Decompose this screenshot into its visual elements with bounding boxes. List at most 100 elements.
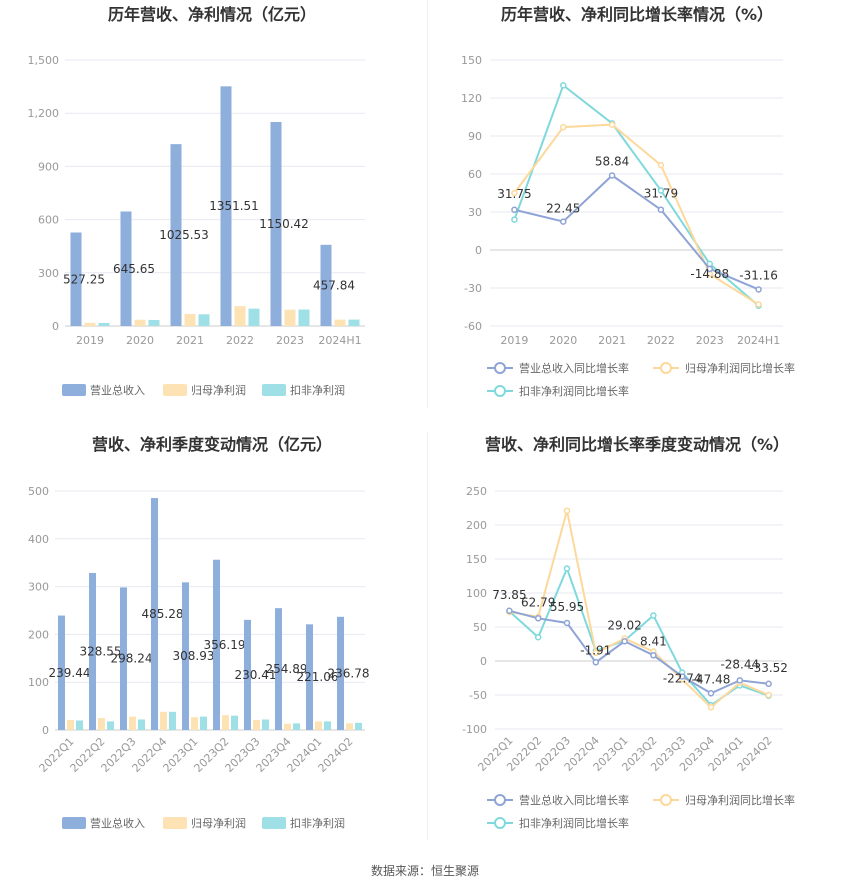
bar-parent-profit [184, 313, 196, 326]
x-tick-label: 2024Q2 [316, 735, 356, 775]
y-tick-label: 120 [461, 92, 482, 105]
bar-revenue [151, 498, 158, 730]
bar-revenue [275, 608, 282, 730]
data-label: 8.41 [640, 634, 667, 648]
data-point [765, 680, 772, 688]
x-tick-label: 2020 [126, 334, 154, 347]
data-label: 239.44 [49, 666, 91, 680]
data-label: 527.25 [63, 272, 105, 286]
chart-title: 历年营收、净利情况（亿元） [108, 5, 316, 24]
bar-deducted-profit [76, 720, 83, 730]
data-point [736, 677, 744, 684]
x-tick-label: 2020 [549, 334, 577, 347]
bar-parent-profit [84, 322, 96, 326]
series-line-parent-profit [509, 510, 769, 709]
data-label: 62.79 [521, 595, 555, 609]
data-label: 55.95 [550, 600, 584, 614]
bar-parent-profit [134, 319, 146, 326]
data-point [650, 612, 657, 619]
quarter-growth-chart-svg: 营收、净利同比增长率季度变动情况（%） -100 -50 0 50 100 150 200 25… [462, 435, 795, 830]
x-tick-label: 2024H1 [737, 334, 780, 347]
bar-deducted-profit [198, 314, 210, 326]
y-tick-label: -100 [462, 723, 487, 736]
legend-swatch [62, 817, 86, 829]
y-tick-label: 1,500 [28, 54, 60, 67]
quarter-growth-chart: 营收、净利同比增长率季度变动情况（%） -100 -50 0 50 100 150 200 25… [425, 430, 850, 860]
legend-swatch [494, 817, 506, 829]
y-tick-label: 0 [42, 724, 49, 737]
bar-revenue [70, 232, 82, 326]
bar-revenue [58, 615, 65, 730]
data-label: 254.89 [266, 662, 308, 676]
annual-bar-chart-svg: 历年营收、净利情况（亿元） 0 300 600 900 1,200 1,500 527.25 2… [28, 5, 365, 397]
data-point [707, 703, 715, 711]
data-label: 1025.53 [159, 228, 209, 242]
y-tick-label: -50 [469, 689, 487, 702]
chart-title: 营收、净利同比增长率季度变动情况（%） [485, 435, 789, 454]
legend-label: 扣非净利润同比增长率 [519, 384, 629, 398]
data-label: -1.91 [580, 643, 611, 657]
annual-growth-chart: 历年营收、净利同比增长率情况（%） -60 -30 0 30 60 90 120 150 2019… [425, 0, 850, 430]
bar-revenue [170, 144, 182, 326]
series-line-revenue [514, 174, 759, 291]
data-label: 22.45 [546, 202, 580, 216]
x-tick-label: 2023 [276, 334, 304, 347]
data-point [534, 615, 542, 622]
bar-deducted-profit [98, 322, 110, 326]
bar-revenue [244, 619, 251, 730]
y-tick-label: 300 [38, 267, 59, 280]
bar-parent-profit [98, 718, 105, 730]
data-point [592, 649, 600, 657]
data-label: 58.84 [595, 154, 629, 168]
bar-parent-profit [191, 717, 198, 730]
legend-label: 营业总收入同比增长率 [519, 361, 629, 375]
data-point [534, 633, 542, 641]
data-label: 328.55 [80, 644, 122, 658]
y-tick-label: 90 [468, 130, 482, 143]
data-point [678, 673, 686, 680]
bar-revenue [270, 121, 282, 326]
x-tick-label: 2021 [598, 334, 626, 347]
data-label: -22.74 [663, 671, 702, 685]
bar-parent-profit [346, 723, 353, 730]
bar-parent-profit [222, 715, 229, 730]
legend-swatch [262, 384, 286, 396]
bar-deducted-profit [138, 719, 145, 730]
data-point [506, 607, 513, 615]
data-point [608, 121, 616, 128]
y-tick-label: -30 [464, 282, 482, 295]
data-point [560, 82, 567, 89]
x-tick-label: 2024H1 [318, 334, 361, 347]
y-tick-label: 50 [473, 621, 487, 634]
legend-label: 扣非净利润同比增长率 [519, 816, 629, 830]
data-label: 73.85 [492, 588, 526, 602]
legend-swatch [163, 384, 187, 396]
legend-label: 营业总收入 [90, 383, 145, 397]
data-label: 457.84 [313, 278, 355, 292]
panel-divider [427, 432, 428, 840]
chart-title: 营收、净利季度变动情况（亿元） [92, 435, 332, 454]
data-point [650, 652, 657, 659]
y-tick-label: 30 [468, 206, 482, 219]
legend-swatch [660, 794, 672, 806]
x-tick-label: 2019 [76, 334, 104, 347]
data-point [621, 638, 628, 645]
data-point [706, 265, 713, 273]
series-line-parent-profit [513, 123, 760, 306]
bar-parent-profit [334, 319, 346, 326]
data-label: -47.48 [692, 672, 731, 686]
data-label: -14.88 [690, 267, 729, 281]
legend-label: 营业总收入同比增长率 [519, 793, 629, 807]
data-point [592, 659, 600, 666]
data-point [511, 216, 518, 223]
data-point [657, 206, 665, 213]
y-tick-label: 60 [468, 168, 482, 181]
bar-revenue [120, 587, 127, 730]
data-label: 31.75 [497, 187, 531, 201]
quarter-bar-chart-svg: 营收、净利季度变动情况（亿元） 0 100 200 300 400 500 239.44 202… [28, 435, 370, 830]
y-tick-label: 300 [28, 581, 49, 594]
bar-parent-profit [67, 719, 74, 730]
data-point [707, 690, 715, 697]
y-tick-label: 1,200 [28, 107, 60, 120]
y-tick-label: 0 [480, 655, 487, 668]
